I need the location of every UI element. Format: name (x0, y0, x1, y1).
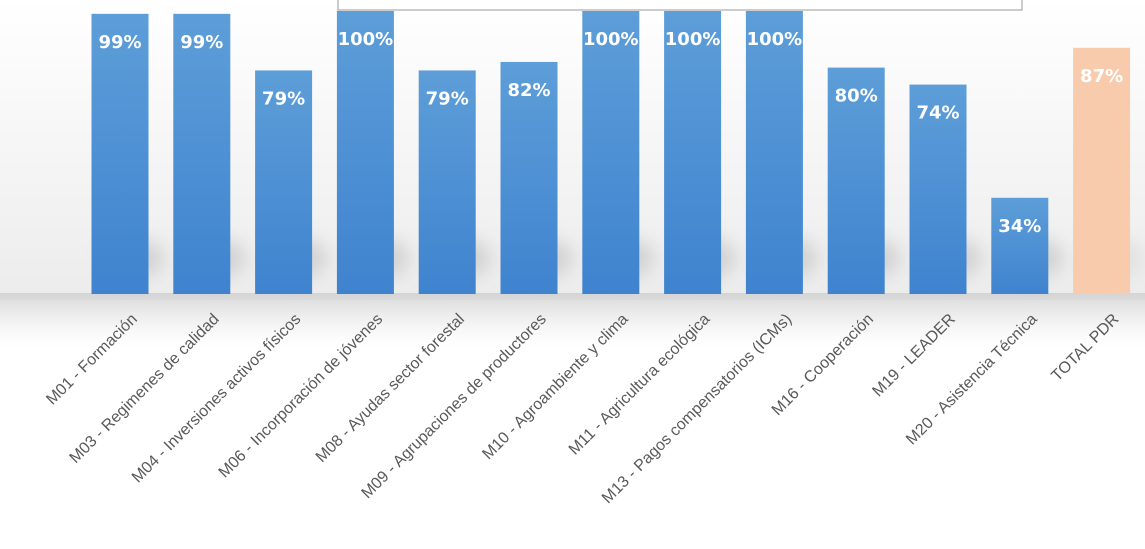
bar-value-label: 80% (835, 86, 878, 107)
floor-band (0, 293, 1145, 353)
bar-total-pdr (1073, 47, 1131, 294)
bar-value-label: 100% (338, 29, 394, 50)
bar (827, 67, 885, 294)
bar-value-label: 82% (507, 80, 550, 101)
bar-value-label: 100% (665, 29, 721, 50)
bar-value-label: 74% (916, 103, 959, 124)
value-labels: 99% 99% 79% 100% 79% 82% 100% 100% 100% 80% 74% 34%… (98, 29, 1123, 237)
bar (500, 61, 558, 294)
bar-value-label: 79% (426, 88, 469, 109)
bar (664, 11, 722, 294)
bar-value-label: 79% (262, 88, 305, 109)
bar-value-label: 34% (998, 216, 1041, 237)
bar-value-label: 100% (747, 29, 803, 50)
bar-value-label: 99% (98, 32, 141, 53)
bar (173, 13, 231, 295)
bar-value-label: 99% (180, 32, 223, 53)
bar (991, 197, 1049, 294)
bar-value-label: 87% (1080, 66, 1123, 87)
bar (909, 84, 967, 294)
bar (582, 11, 640, 294)
bar (255, 70, 313, 295)
bar (745, 11, 803, 294)
bar-value-label: 100% (583, 29, 639, 50)
bars (91, 11, 1131, 295)
bar (336, 11, 394, 294)
title-box-frame (337, 0, 1023, 11)
bar (91, 13, 149, 295)
bar (418, 70, 476, 295)
